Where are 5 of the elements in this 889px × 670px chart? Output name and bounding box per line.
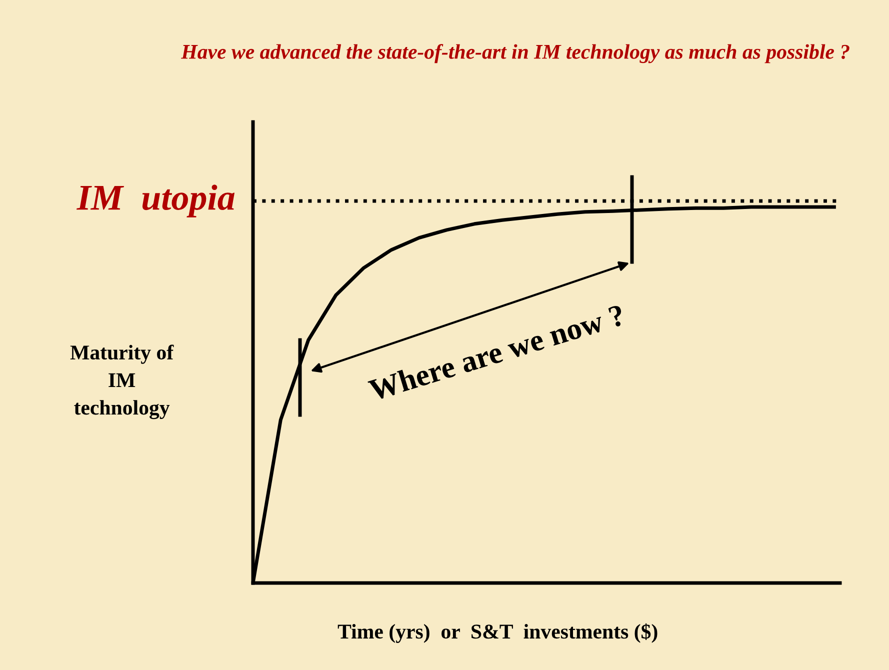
annotation: Where are we now ? [367, 304, 626, 402]
chart-title: Have we advanced the state-of-the-art in IM technology as much as possible ? [180, 44, 850, 64]
ref-line-label: IM utopia [76, 184, 235, 218]
x-axis-title: Time (yrs) or S&T investments ($) [338, 623, 658, 643]
y-axis-title: Maturity of IM technology [70, 344, 174, 420]
